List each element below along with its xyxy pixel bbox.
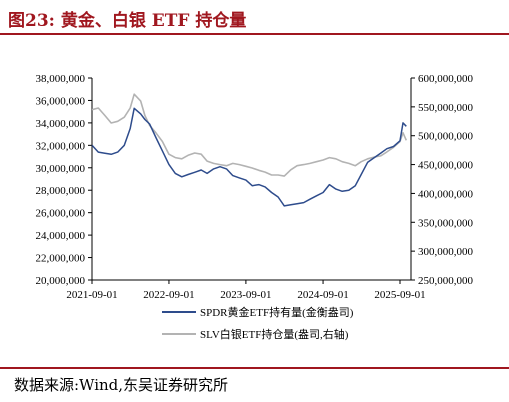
left-tick-label: 24,000,000 xyxy=(36,230,86,242)
x-tick-label: 2023-09-01 xyxy=(220,289,271,301)
right-tick-label: 350,000,000 xyxy=(418,217,474,229)
legend-label-spdr: SPDR黄金ETF持有量(金衡盎司) xyxy=(200,305,354,319)
x-tick-label: 2025-09-01 xyxy=(374,289,425,301)
right-tick-label: 300,000,000 xyxy=(418,246,474,258)
left-tick-label: 38,000,000 xyxy=(36,73,86,85)
figure-title: 图23: 黄金、白银 ETF 持仓量 xyxy=(8,11,247,31)
left-tick-label: 20,000,000 xyxy=(36,275,86,287)
x-tick-label: 2024-09-01 xyxy=(297,289,348,301)
slv-series-line xyxy=(91,93,408,177)
right-tick-label: 450,000,000 xyxy=(418,160,474,172)
left-tick-label: 34,000,000 xyxy=(36,118,86,130)
right-tick-label: 600,000,000 xyxy=(418,73,474,85)
legend-label-slv: SLV白银ETF持仓量(盎司,右轴) xyxy=(200,327,349,341)
right-tick-label: 500,000,000 xyxy=(418,131,474,143)
x-tick-label: 2021-09-01 xyxy=(66,289,117,301)
right-tick-label: 550,000,000 xyxy=(418,102,474,114)
chart: 20,000,000 22,000,000 24,000,000 26,000,000… xyxy=(36,73,474,341)
left-tick-label: 30,000,000 xyxy=(36,163,86,175)
source-note: 数据来源:Wind,东吴证券研究所 xyxy=(14,376,229,394)
right-tick-label: 400,000,000 xyxy=(418,188,474,200)
left-tick-label: 28,000,000 xyxy=(36,185,86,197)
left-tick-label: 36,000,000 xyxy=(36,95,86,107)
left-tick-label: 22,000,000 xyxy=(36,253,86,265)
left-tick-label: 26,000,000 xyxy=(36,208,86,220)
right-tick-label: 250,000,000 xyxy=(418,275,474,287)
source-rule xyxy=(0,367,509,369)
left-tick-label: 32,000,000 xyxy=(36,140,86,152)
x-tick-label: 2022-09-01 xyxy=(143,289,194,301)
title-rule xyxy=(0,33,509,35)
spdr-series-line xyxy=(91,107,407,207)
